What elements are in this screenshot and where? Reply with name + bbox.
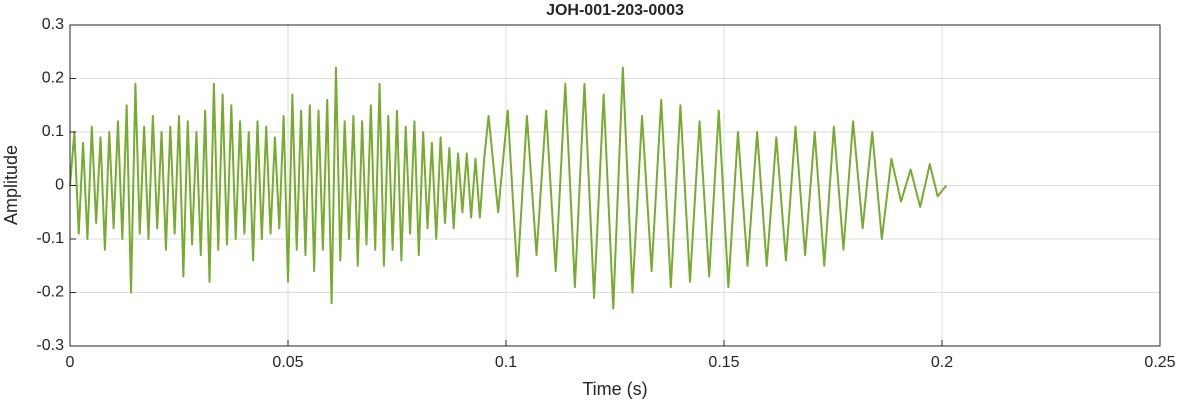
x-tick-label: 0.05 (272, 354, 303, 371)
y-tick-label: 0 (55, 177, 64, 194)
y-axis-label: Amplitude (1, 145, 21, 225)
chart-title: JOH-001-203-0003 (546, 2, 684, 19)
y-tick-label: -0.1 (36, 230, 64, 247)
y-tick-label: -0.3 (36, 337, 64, 354)
y-tick-label: 0.2 (42, 70, 64, 87)
waveform (69, 66, 948, 310)
x-tick-label: 0.1 (495, 354, 517, 371)
y-tick-label: -0.2 (36, 284, 64, 301)
x-tick-label: 0.25 (1144, 354, 1175, 371)
x-tick-label: 0.15 (708, 354, 739, 371)
x-axis-label: Time (s) (582, 379, 647, 399)
y-tick-label: 0.3 (42, 16, 64, 33)
x-tick-label: 0.2 (931, 354, 953, 371)
plot (69, 66, 948, 310)
y-tick-label: 0.1 (42, 123, 64, 140)
x-tick-label: 0 (66, 354, 75, 371)
